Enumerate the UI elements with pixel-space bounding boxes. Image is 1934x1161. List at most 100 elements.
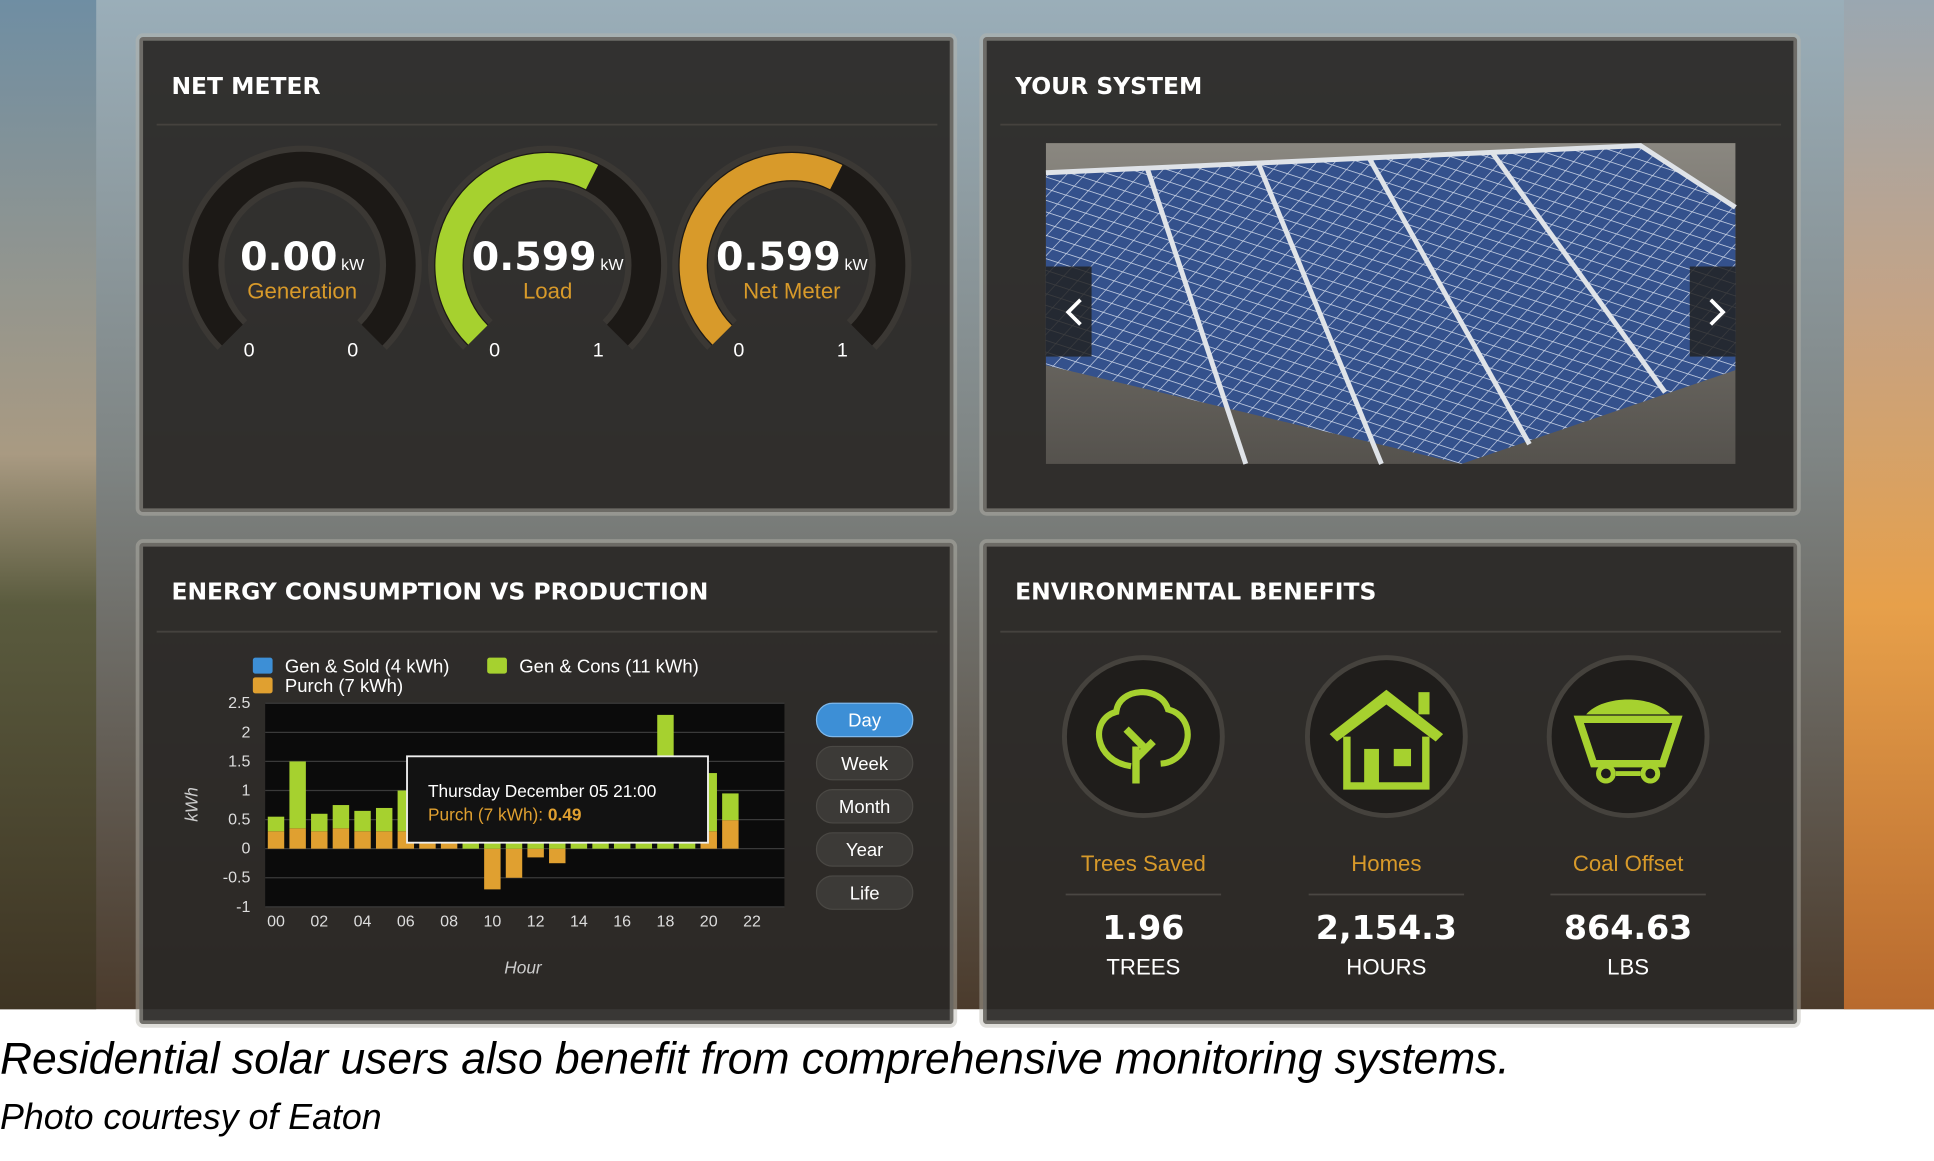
panel-frames <box>1045 143 1737 465</box>
gauge-max: 1 <box>593 340 604 362</box>
panel-title: YOUR SYSTEM <box>1014 72 1202 100</box>
next-button[interactable] <box>1689 266 1736 357</box>
x-tick-label: 04 <box>354 913 372 931</box>
gauge-number: 0.599 <box>472 234 597 280</box>
y-tick-label: 1.5 <box>228 752 250 770</box>
bar <box>332 828 350 849</box>
legend-swatch <box>487 657 507 674</box>
bar <box>267 831 285 849</box>
x-tick-label: 10 <box>483 913 501 931</box>
y-tick-label: 0.5 <box>228 811 250 829</box>
benefit-label: Homes <box>1351 851 1421 876</box>
range-buttons: Day Week Month Year Life <box>815 702 914 910</box>
credit: Photo courtesy of Eaton <box>0 1097 382 1137</box>
x-tick-label: 00 <box>267 913 285 931</box>
bar <box>311 831 328 849</box>
icon-shape <box>1123 726 1156 784</box>
bar <box>267 816 285 832</box>
y-tick-label: 1 <box>241 781 250 799</box>
range-button-label: Month <box>839 796 890 817</box>
benefit-label: Trees Saved <box>1081 851 1206 876</box>
y-tick-label: 2.5 <box>228 694 250 712</box>
range-button[interactable] <box>815 875 914 910</box>
benefit-value: 1.96 <box>1102 908 1184 947</box>
tooltip-series: Purch (7 kWh): <box>428 804 543 824</box>
panel-title: ENERGY CONSUMPTION VS PRODUCTION <box>171 578 708 606</box>
bar <box>375 807 393 832</box>
gauge-value: 0.599 kW <box>716 234 869 280</box>
gauge-unit: kW <box>600 256 624 274</box>
tooltip-value: 0.49 <box>548 804 582 824</box>
bar <box>354 810 371 832</box>
benefit-badge <box>1304 655 1468 819</box>
gauge-min: 0 <box>733 340 744 362</box>
benefit-value: 864.63 <box>1564 908 1692 947</box>
range-button[interactable] <box>815 832 914 867</box>
gauge-label: Load <box>523 279 572 304</box>
gauge-arc <box>435 153 599 345</box>
bar <box>484 848 501 890</box>
icon-shape <box>1343 736 1430 790</box>
gauge-min: 0 <box>489 340 500 362</box>
y-tick-label: -0.5 <box>223 869 251 887</box>
next-icon <box>1709 298 1726 326</box>
background-right <box>1843 0 1934 1010</box>
y-tick-label: 2 <box>241 723 250 741</box>
benefit-unit: TREES <box>1106 955 1180 980</box>
bar <box>549 848 566 864</box>
bar <box>354 831 371 849</box>
legend-label: Gen & Cons (11 kWh) <box>519 655 699 676</box>
y-tick-label: -1 <box>236 898 250 916</box>
x-tick-label: 18 <box>657 913 675 931</box>
bar <box>311 813 328 832</box>
x-tick-label: 14 <box>570 913 588 931</box>
x-tick-label: 16 <box>613 913 631 931</box>
range-button[interactable] <box>815 702 914 738</box>
gauge-max: 0 <box>347 340 358 362</box>
legend: Gen & Sold (4 kWh) Gen & Cons (11 kWh) Pur… <box>252 655 699 696</box>
legend-swatch <box>252 657 273 674</box>
range-button-label: Life <box>850 882 880 903</box>
gauge-number: 0.599 <box>716 234 841 280</box>
range-button[interactable] <box>815 745 914 781</box>
range-button-label: Year <box>846 839 883 860</box>
icon-shape <box>1096 689 1191 770</box>
icon-shape <box>1329 689 1444 742</box>
bar <box>527 848 544 858</box>
icon-shape <box>1640 763 1661 784</box>
panel-title: ENVIRONMENTAL BENEFITS <box>1015 578 1376 606</box>
tooltip: Thursday December 05 21:00 Purch (7 kWh)… <box>406 755 709 844</box>
range-button[interactable] <box>815 789 914 824</box>
background-left <box>0 0 97 1010</box>
gauge-track <box>188 151 416 346</box>
separators <box>156 123 1782 633</box>
gauge-min: 0 <box>244 340 255 362</box>
tooltip-box <box>406 755 709 844</box>
system-photo <box>1045 143 1737 465</box>
x-tick-label: 20 <box>700 913 718 931</box>
bar <box>289 828 306 849</box>
gauge-label: Generation <box>247 279 357 304</box>
icon-shape <box>1596 763 1616 784</box>
legend-label: Gen & Sold (4 kWh) <box>285 655 449 676</box>
benefit-badge <box>1546 655 1710 819</box>
range-button-label: Week <box>841 753 889 774</box>
benefit-icon <box>1096 689 1191 784</box>
bar <box>505 848 523 878</box>
benefit-label: Coal Offset <box>1573 851 1684 876</box>
icon-shape <box>1418 692 1430 715</box>
x-tick-label: 02 <box>310 913 328 931</box>
axes: -1 -0.5 0 0.5 1 1.5 2 2.5 00 02 04 06 08 10 12 14 16 18 20… <box>223 694 761 930</box>
gauge-value: 0.599 kW <box>472 234 625 280</box>
icon-shape <box>1393 748 1412 767</box>
x-tick-label: 12 <box>527 913 545 931</box>
gauge-value: 0.00 kW <box>240 234 365 280</box>
caption: Residential solar users also benefit fro… <box>0 1034 1510 1083</box>
gauge-arc <box>679 153 843 345</box>
gauge-number: 0.00 <box>240 234 337 280</box>
x-tick-label: 22 <box>743 913 761 931</box>
bar <box>375 831 393 849</box>
tooltip-line: Purch (7 kWh): 0.49 <box>428 804 582 824</box>
